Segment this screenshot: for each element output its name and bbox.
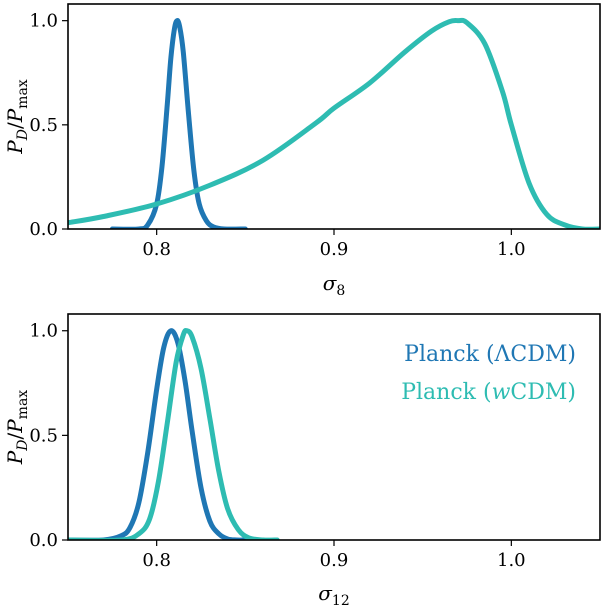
axes-frame (67, 3, 601, 230)
y-tick-label: 0.0 (29, 530, 58, 551)
series-line-2 (68, 328, 280, 540)
plot-area (68, 17, 600, 229)
legend: Planck (ΛCDM) Planck (wCDM) (401, 342, 576, 405)
y-axis-label: PD/Pmax (3, 390, 31, 466)
x-tick-label: 0.8 (142, 239, 171, 260)
y-tick-label: 0.5 (29, 115, 58, 136)
legend-entry-1: Planck (ΛCDM) (404, 342, 576, 367)
bottom-panel: 0.8 0.9 1.0 0.0 0.5 1.0 σ12 PD/Pmax Planck (ΛCDM… (3, 313, 601, 608)
plot-area (68, 328, 280, 540)
y-tick-label: 1.0 (29, 11, 58, 32)
x-axis-label: σ12 (318, 581, 349, 608)
series-line-1 (68, 328, 248, 540)
x-tick-label: 1.0 (497, 239, 526, 260)
y-tick-label: 1.0 (29, 321, 58, 342)
x-tick-label: 0.9 (320, 239, 349, 260)
legend-entry-2: Planck (wCDM) (401, 380, 576, 405)
top-panel: 0.8 0.9 1.0 0.0 0.5 1.0 σ8 PD/Pmax (3, 3, 601, 299)
x-tick-label: 0.9 (320, 550, 349, 571)
x-tick-label: 1.0 (497, 550, 526, 571)
y-tick-label: 0.0 (29, 219, 58, 240)
series-line-2 (68, 17, 600, 229)
x-tick-label: 0.8 (142, 550, 171, 571)
y-tick-label: 0.5 (29, 425, 58, 446)
y-axis-label: PD/Pmax (3, 79, 31, 155)
x-axis-label: σ8 (323, 271, 346, 299)
